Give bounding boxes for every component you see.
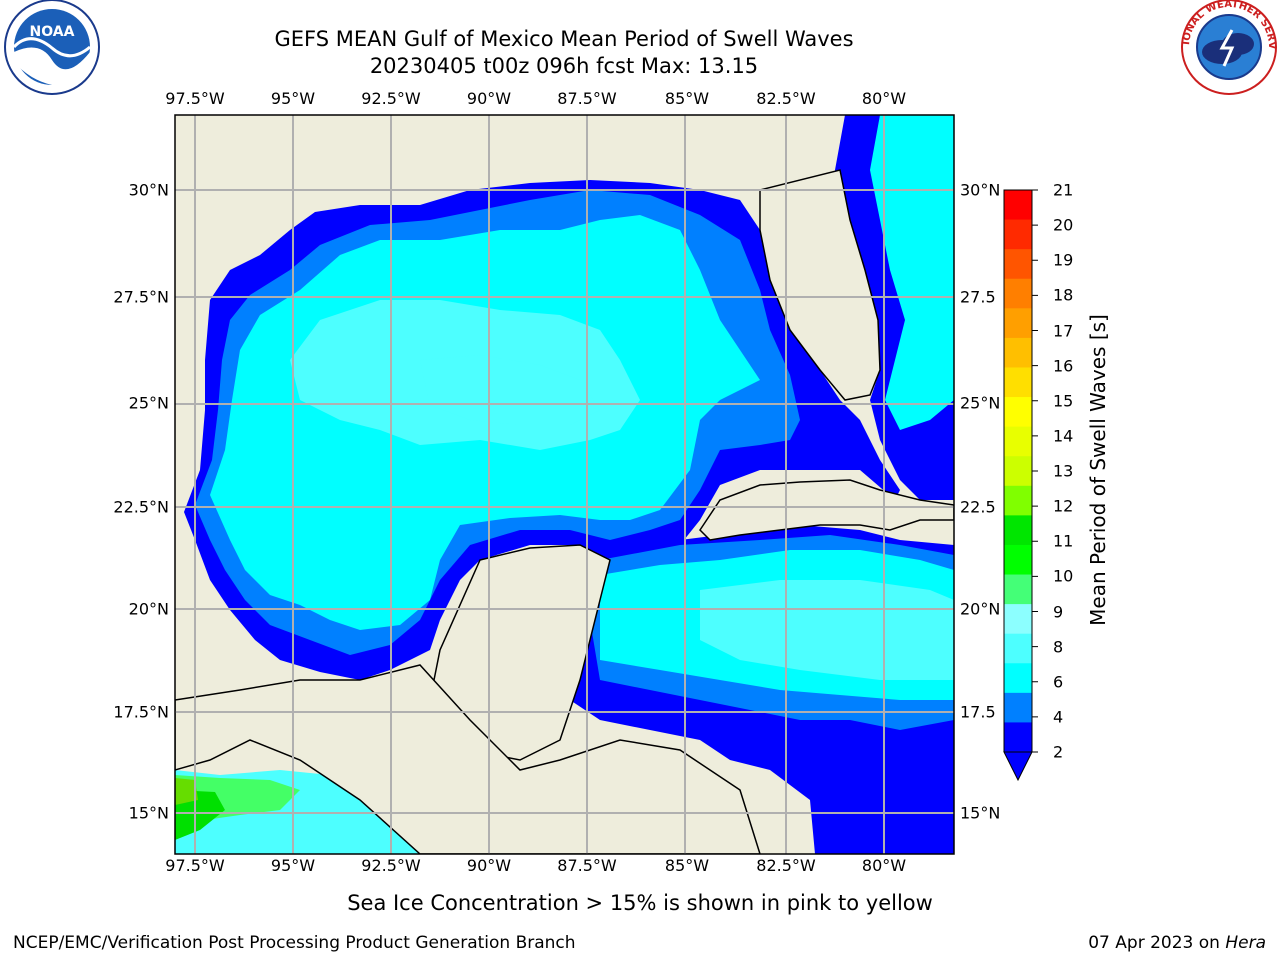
generation-date-text: 07 Apr 2023 on [1088, 933, 1226, 953]
lon-label-bottom: 97.5°W [165, 856, 225, 875]
lon-label-top: 92.5°W [361, 89, 421, 108]
lon-label-top: 95°W [270, 89, 316, 108]
map-frame [174, 114, 955, 855]
colorbar-segment [1004, 249, 1032, 280]
lat-label-right: 22.5 [960, 497, 996, 517]
lat-label-right: 20°N [960, 599, 1001, 619]
pacific-band-11-12 [175, 790, 225, 840]
lon-label-top: 90°W [466, 89, 512, 108]
colorbar-tick-label: 14 [1053, 426, 1074, 446]
colorbar-tick-label: 21 [1053, 180, 1074, 200]
colorbar-segment [1004, 692, 1032, 723]
generation-date: 07 Apr 2023 on Hera [1088, 933, 1266, 953]
colorbar-segment [1004, 190, 1032, 221]
colorbar-tick-label: 12 [1053, 496, 1074, 516]
lon-label-bottom: 82.5°W [756, 856, 816, 875]
lon-label-bottom: 92.5°W [361, 856, 421, 875]
lat-label-left: 22.5°N [113, 497, 169, 517]
colorbar-segment [1004, 308, 1032, 339]
florida-land [759, 169, 881, 401]
colorbar [1003, 189, 1038, 782]
colorbar-tick-label: 18 [1053, 285, 1074, 305]
colorbar-tick-label: 13 [1053, 461, 1074, 481]
sea-ice-note-text: Sea Ice Concentration > 15% is shown in … [347, 891, 933, 915]
colorbar-tick-label: 8 [1053, 637, 1064, 657]
lat-label-right: 17.5 [960, 702, 996, 722]
colorbar-tick-label: 15 [1053, 391, 1074, 411]
colorbar-segment [1004, 337, 1032, 368]
colorbar-tick-label: 6 [1053, 672, 1064, 692]
colorbar-segment [1004, 485, 1032, 516]
colorbar-tick-label: 10 [1053, 566, 1074, 586]
lon-label-top: 80°W [861, 89, 907, 108]
sea-ice-note: Sea Ice Concentration > 15% is shown in … [0, 891, 1280, 915]
lat-label-right: 15°N [960, 803, 1001, 823]
lat-label-right: 30°N [960, 180, 1001, 200]
atlantic-band-6-8 [870, 115, 954, 430]
colorbar-tick-label: 2 [1053, 742, 1064, 762]
lon-label-bottom: 95°W [270, 856, 316, 875]
map-gridlines [175, 115, 954, 854]
colorbar-segment [1004, 663, 1032, 694]
colorbar-tick-label: 11 [1053, 531, 1074, 551]
colorbar-tick-label: 16 [1053, 356, 1074, 376]
producer-credit: NCEP/EMC/Verification Post Processing Pr… [13, 933, 576, 953]
lat-label-right: 25°N [960, 393, 1001, 413]
lat-label-left: 17.5°N [113, 702, 169, 722]
lon-label-bottom: 85°W [664, 856, 710, 875]
noaa-logo: NOAA [4, 0, 100, 95]
lat-label-left: 20°N [128, 599, 169, 619]
colorbar-segment [1004, 722, 1032, 753]
lat-label-left: 27.5°N [113, 287, 169, 307]
pacific-band-12-13 [175, 778, 198, 805]
colorbar-segment [1004, 574, 1032, 605]
colorbar-segment [1004, 397, 1032, 428]
colorbar-tick-label: 4 [1053, 707, 1064, 727]
lon-label-top: 97.5°W [165, 89, 225, 108]
lon-label-bottom: 90°W [466, 856, 512, 875]
colorbar-segment [1004, 604, 1032, 635]
colorbar-tick-label: 20 [1053, 215, 1074, 235]
lon-label-top: 87.5°W [557, 89, 617, 108]
map-title: GEFS MEAN Gulf of Mexico Mean Period of … [274, 27, 854, 51]
lon-label-bottom: 80°W [861, 856, 907, 875]
map-subtitle: 20230405 t00z 096h fcst Max: 13.15 [369, 54, 759, 78]
lon-label-top: 82.5°W [756, 89, 816, 108]
colorbar-segment [1004, 456, 1032, 487]
colorbar-segment [1004, 367, 1032, 398]
colorbar-extend-arrow [1003, 751, 1033, 782]
lon-label-top: 85°W [664, 89, 710, 108]
colorbar-tick-label: 17 [1053, 321, 1074, 340]
gulf-band-8-9-b [420, 355, 600, 425]
lat-label-left: 25°N [128, 393, 169, 413]
colorbar-segment [1004, 426, 1032, 457]
colorbar-label: Mean Period of Swell Waves [s] [1086, 314, 1110, 626]
colorbar-segment [1004, 633, 1032, 664]
lat-label-left: 30°N [128, 180, 169, 200]
lon-label-bottom: 87.5°W [557, 856, 617, 875]
colorbar-tick-label: 19 [1053, 250, 1074, 270]
lat-label-left: 15°N [128, 803, 169, 823]
lat-label-right: 27.5 [960, 287, 996, 307]
colorbar-segment [1004, 544, 1032, 576]
colorbar-tick-label: 9 [1053, 602, 1064, 621]
caribbean-band-8-9 [700, 580, 954, 680]
noaa-logo-text: NOAA [30, 24, 75, 40]
colorbar-segment [1004, 278, 1032, 309]
generation-host: Hera [1225, 933, 1266, 953]
map-panel [175, 115, 954, 854]
colorbar-segment [1004, 515, 1032, 546]
colorbar-segment [1004, 219, 1032, 250]
